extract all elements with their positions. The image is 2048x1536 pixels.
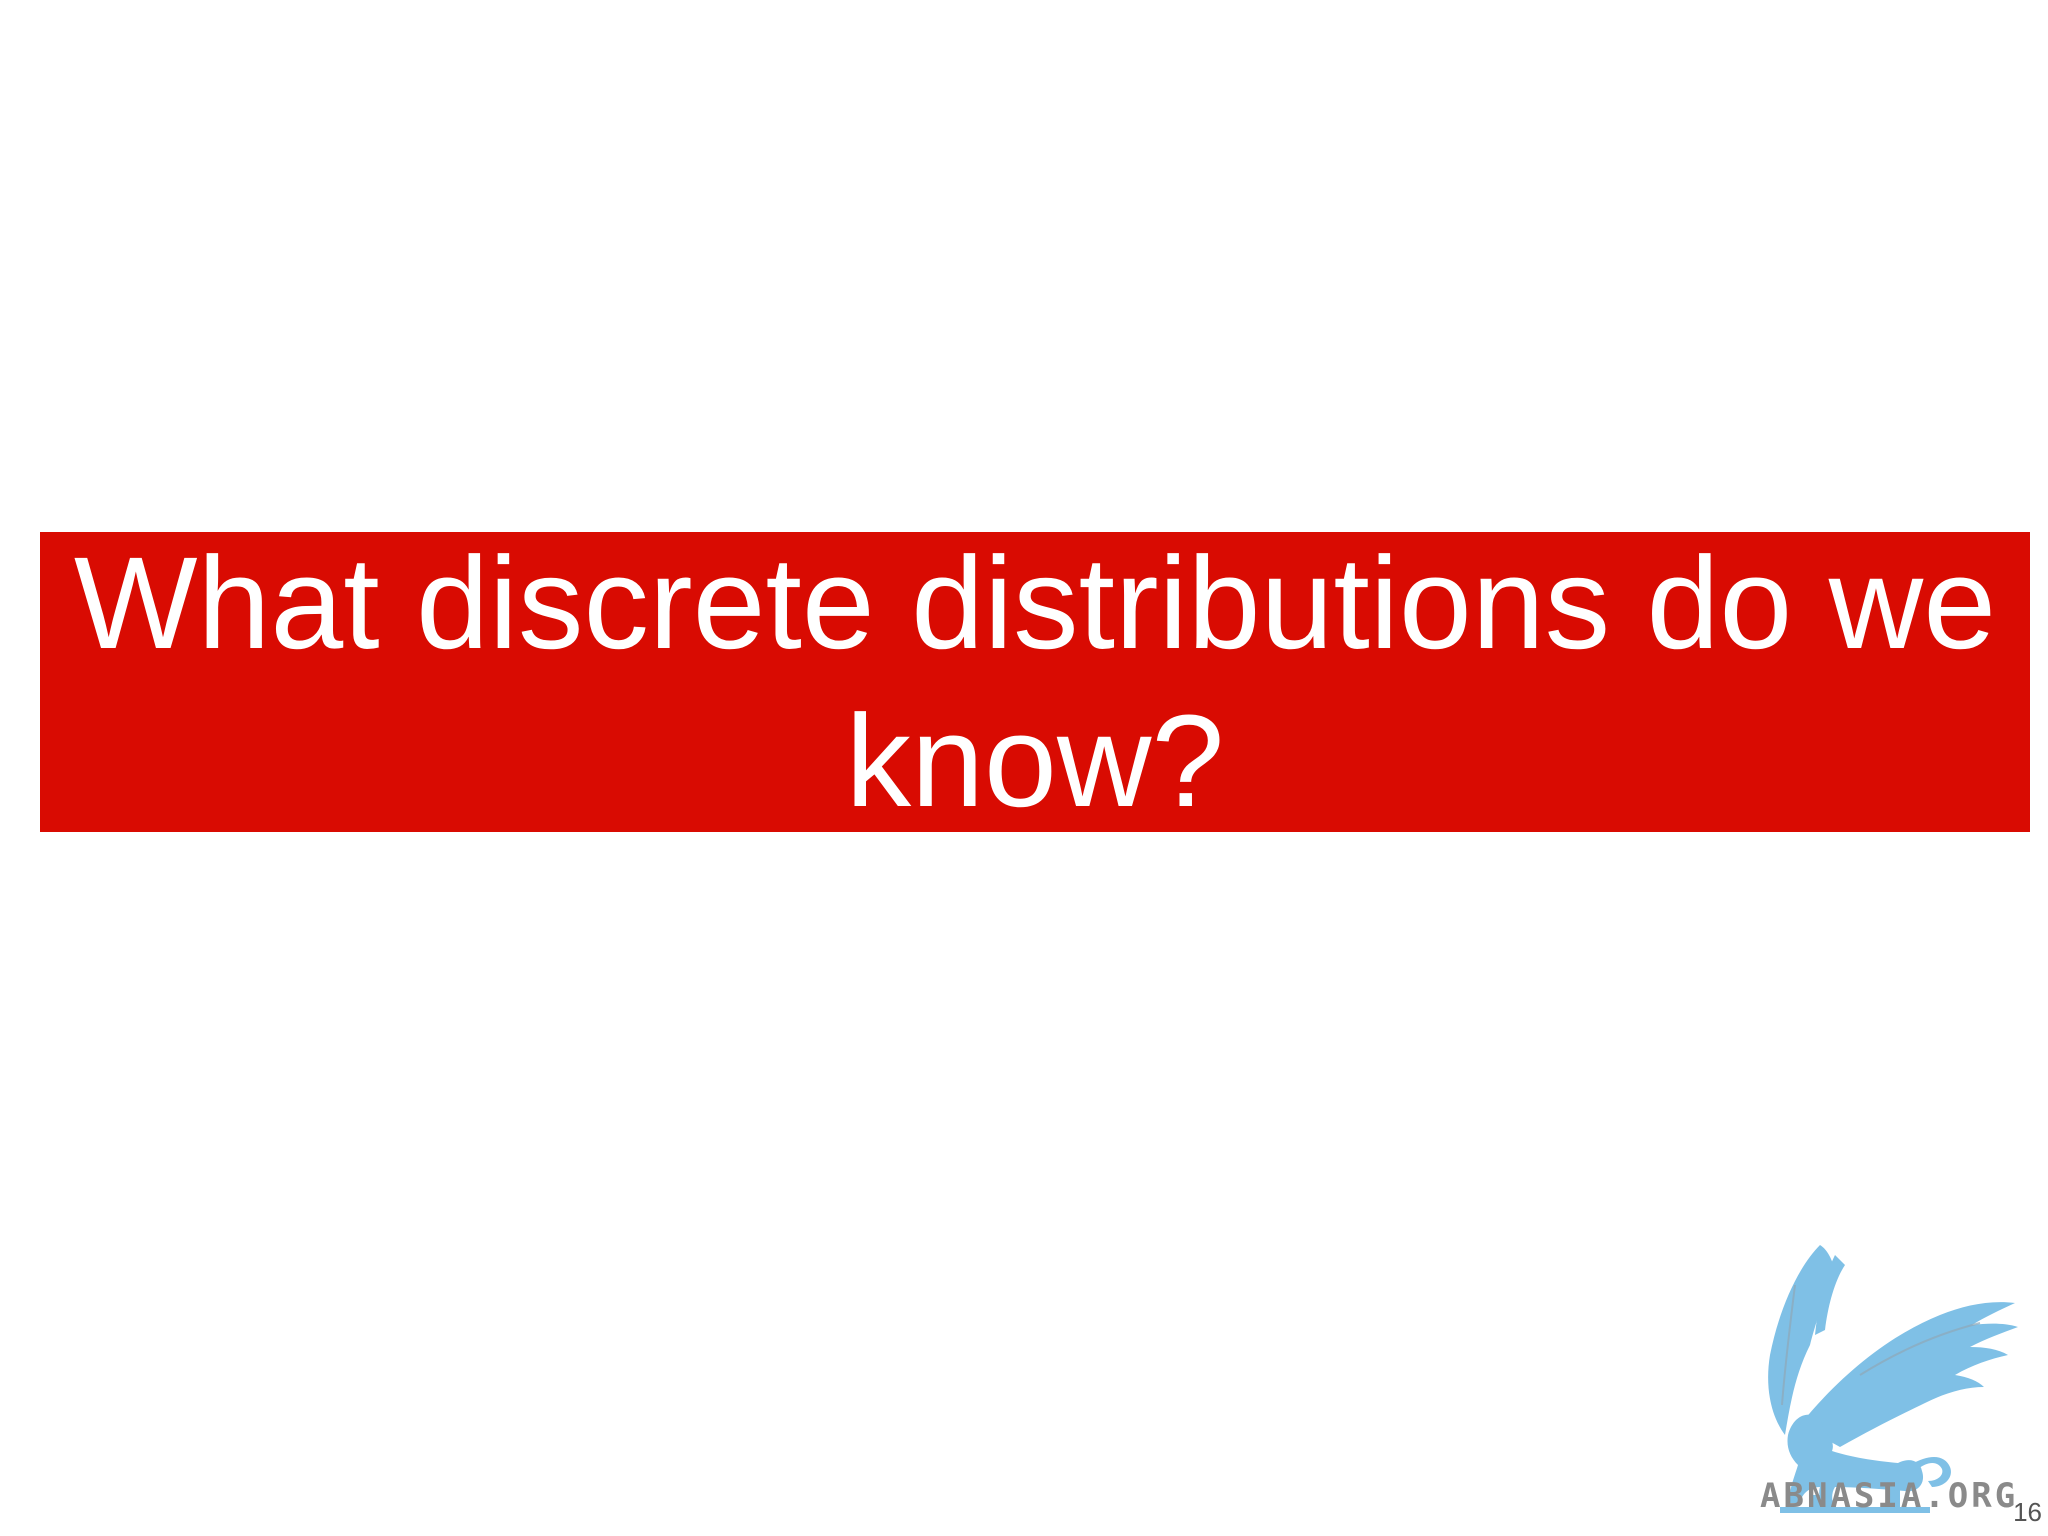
title-banner: What discrete distributions do we know? xyxy=(40,529,2030,834)
slide-title: What discrete distributions do we know? xyxy=(73,529,1997,834)
page-number: 16 xyxy=(2013,1497,2042,1527)
griffin-logo-icon xyxy=(1768,1245,2018,1513)
watermark-text: ABNASIA.ORG xyxy=(1760,1476,2019,1516)
